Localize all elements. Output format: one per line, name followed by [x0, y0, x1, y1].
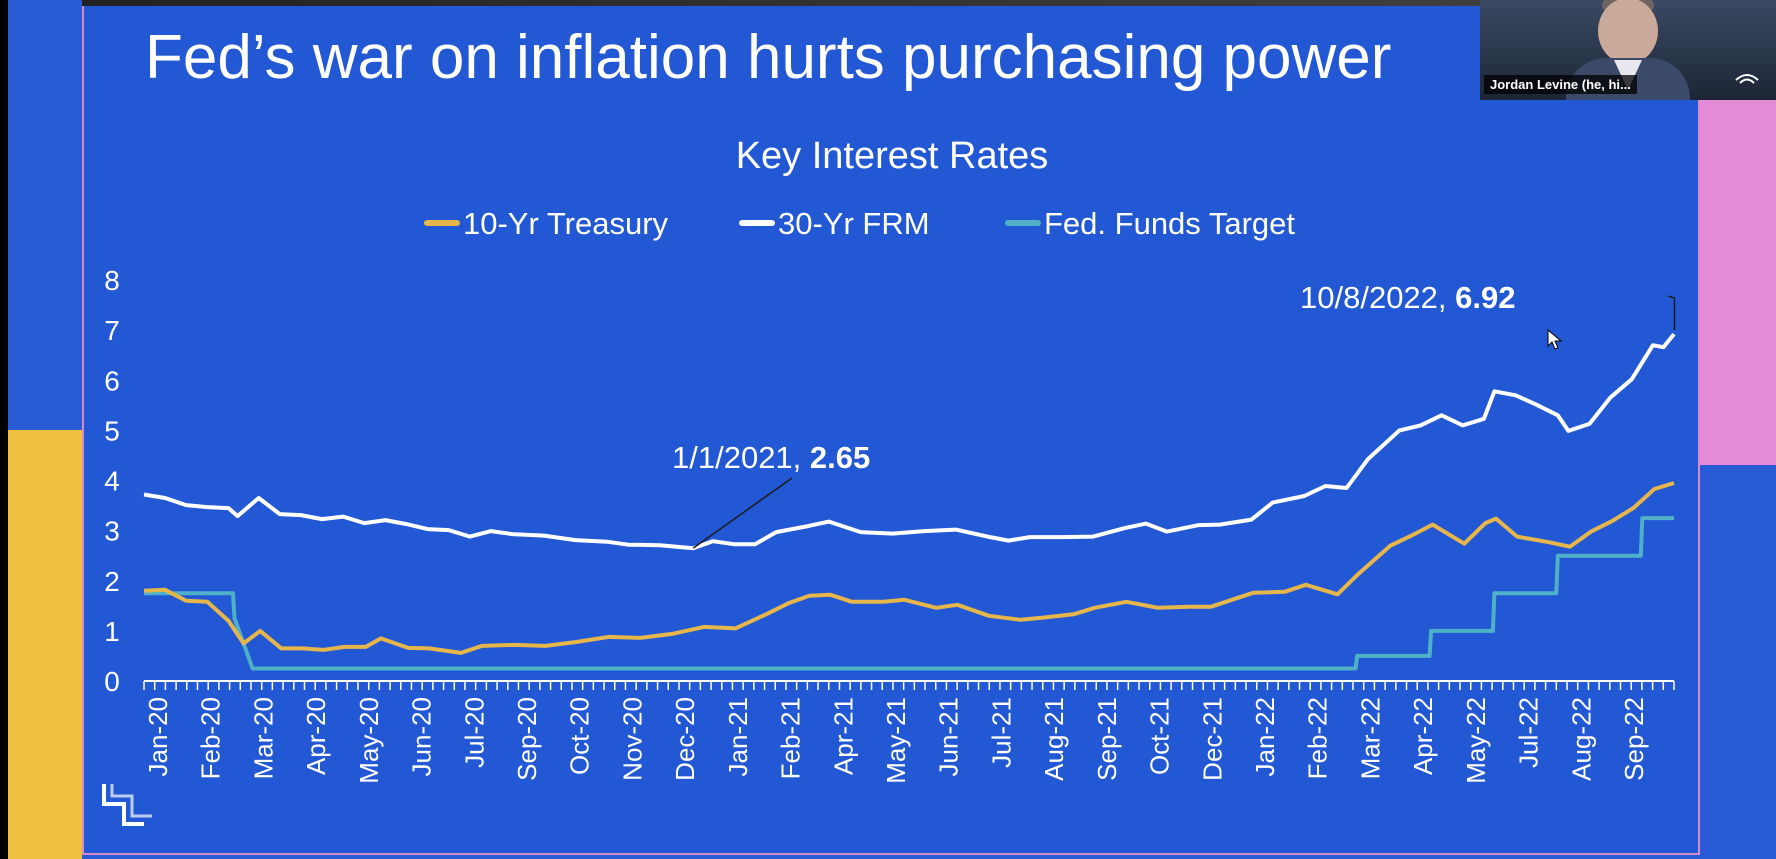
frame-left-yellow: [8, 430, 82, 859]
y-tick-label: 1: [104, 616, 120, 647]
x-axis: Jan-20 Feb-20 Mar-20 Apr-20 May-20 Jun-20 Jul-…: [143, 680, 1675, 784]
y-tick-label: 4: [104, 466, 120, 497]
series-line: [144, 516, 1674, 671]
annotation-leader-line: [1668, 295, 1676, 331]
x-tick-label: Mar-20: [248, 697, 278, 779]
y-tick-label: 6: [104, 365, 120, 396]
legend-label: 10-Yr Treasury: [463, 206, 669, 241]
slide-top-bar: [82, 0, 1700, 6]
company-logo-icon: [1735, 74, 1759, 84]
x-tick-label: May-20: [354, 697, 384, 784]
y-tick-label: 0: [104, 666, 120, 697]
frame-left-blue: [8, 0, 82, 430]
x-tick-label: Sep-20: [512, 697, 542, 781]
x-tick-label: Jan-20: [143, 697, 173, 777]
legend-label: Fed. Funds Target: [1044, 206, 1295, 241]
x-tick-label: Jan-21: [723, 697, 753, 777]
y-axis: 0 1 2 3 4 5 6 7 8: [104, 265, 120, 697]
legend-label: 30-Yr FRM: [778, 206, 930, 241]
annotation-label: 10/8/2022, 6.92: [1300, 280, 1515, 315]
x-tick-label: Jun-21: [934, 697, 964, 777]
x-tick-label: Jul-22: [1514, 697, 1544, 768]
screen-edge: [0, 0, 8, 859]
x-tick-label: Oct-21: [1145, 697, 1175, 775]
x-tick-label: Feb-20: [196, 697, 226, 779]
y-tick-label: 8: [104, 265, 120, 296]
x-tick-label: May-22: [1461, 697, 1491, 784]
x-tick-label: Mar-22: [1355, 697, 1385, 779]
x-tick-label: Feb-21: [776, 697, 806, 779]
slide-title: Fed’s war on inflation hurts purchasing …: [145, 23, 1392, 92]
frame-right-blue: [1700, 465, 1776, 859]
slide-corner-logo-icon: [102, 784, 152, 826]
x-tick-label: Apr-20: [301, 697, 331, 775]
mouse-cursor-icon: [1547, 328, 1563, 350]
x-tick-label: Dec-21: [1197, 697, 1227, 781]
x-tick-label: Jun-20: [407, 697, 437, 777]
y-tick-label: 7: [104, 315, 120, 346]
presentation-slide: [82, 4, 1700, 855]
x-tick-label: Feb-22: [1303, 697, 1333, 779]
y-tick-label: 3: [104, 516, 120, 547]
x-tick-label: Apr-22: [1408, 697, 1438, 775]
x-tick-label: Jul-20: [459, 697, 489, 768]
participant-video-tile[interactable]: Jordan Levine (he, hi...: [1480, 0, 1776, 100]
x-tick-label: Aug-22: [1566, 697, 1596, 781]
x-tick-label: Jan-22: [1250, 697, 1280, 777]
participant-name: Jordan Levine (he, hi...: [1484, 75, 1637, 94]
x-tick-label: Aug-21: [1039, 697, 1069, 781]
y-tick-label: 2: [104, 566, 120, 597]
annotation-leader-line: [692, 477, 793, 549]
x-tick-label: Sep-21: [1092, 697, 1122, 781]
annotation-label: 1/1/2021, 2.65: [672, 440, 870, 475]
x-tick-label: Oct-20: [565, 697, 595, 775]
participant-face: [1598, 0, 1658, 64]
series-line: [143, 481, 1675, 655]
x-tick-label: Jul-21: [986, 697, 1016, 768]
x-tick-label: Sep-22: [1619, 697, 1649, 781]
chart-title: Key Interest Rates: [736, 135, 1049, 177]
series-line: [143, 332, 1676, 551]
x-tick-label: Apr-21: [828, 697, 858, 775]
frame-right-pink: [1700, 100, 1776, 465]
chart-annotations: 1/1/2021, 2.65 10/8/2022, 6.92: [672, 280, 1676, 549]
x-tick-label: Nov-20: [617, 697, 647, 781]
interest-rates-chart: Key Interest Rates 10-Yr Treasury 30-Yr F…: [104, 135, 1676, 784]
y-tick-label: 5: [104, 415, 120, 446]
x-tick-label: May-21: [881, 697, 911, 784]
chart-series: [143, 332, 1676, 671]
x-tick-label: Dec-20: [670, 697, 700, 781]
chart-legend: 10-Yr Treasury 30-Yr FRM Fed. Funds Target: [424, 206, 1295, 241]
